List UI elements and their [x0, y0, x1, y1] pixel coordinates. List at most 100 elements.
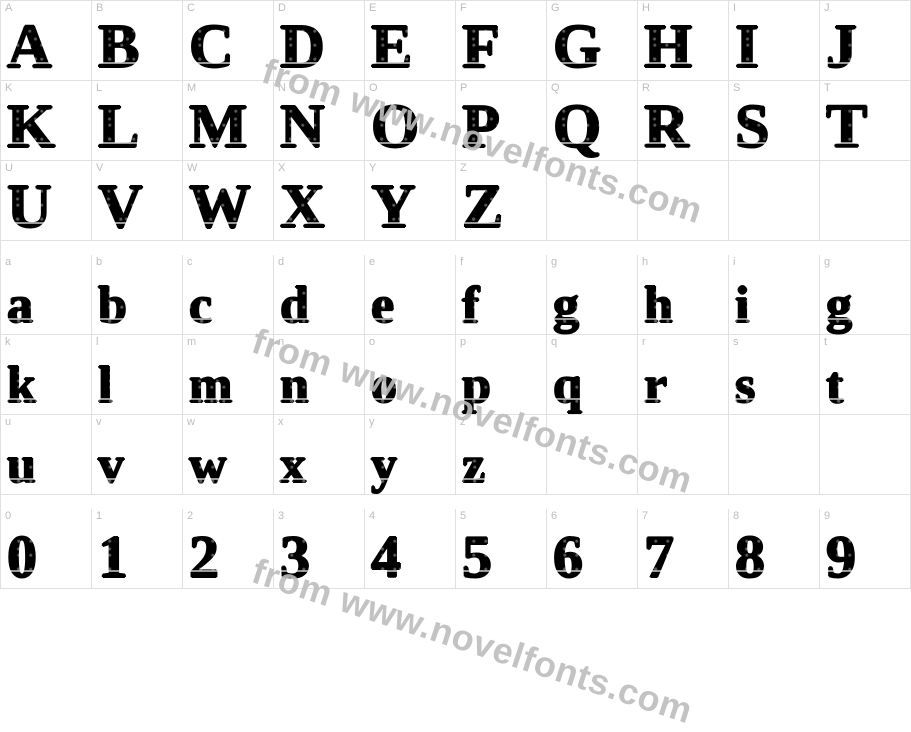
glyph: A: [7, 23, 52, 73]
glyph: B: [98, 23, 139, 73]
glyph-wrap: T: [824, 98, 908, 153]
glyph-wrap: Q: [551, 98, 635, 153]
glyph-cell: [638, 161, 729, 241]
glyph: 5: [462, 533, 492, 581]
cell-label: o: [369, 337, 453, 352]
glyph: I: [735, 23, 759, 73]
glyph-wrap: q: [551, 352, 635, 407]
glyph: L: [98, 103, 139, 153]
glyph: S: [735, 103, 769, 153]
glyph-wrap: 5: [460, 526, 544, 581]
glyph-cell: [820, 161, 911, 241]
glyph-wrap: O: [369, 98, 453, 153]
glyph: H: [644, 23, 692, 73]
glyph: x: [280, 445, 306, 487]
glyph-wrap: 4: [369, 526, 453, 581]
glyph-chart: AABBCCDDEEFFGGHHIIJJKKLLMMNNOOPPQQRRSSTT…: [0, 0, 911, 589]
glyph-cell: 55: [456, 509, 547, 589]
glyph: u: [7, 445, 36, 487]
glyph-wrap: B: [96, 18, 180, 73]
glyph-cell: 66: [547, 509, 638, 589]
glyph-wrap: Y: [369, 178, 453, 233]
glyph-cell: HH: [638, 1, 729, 81]
glyph: b: [98, 285, 127, 327]
section-gap: [1, 495, 911, 509]
cell-label: t: [824, 337, 908, 352]
glyph: P: [462, 103, 500, 153]
cell-label: w: [187, 417, 271, 432]
glyph-cell: OO: [365, 81, 456, 161]
cell-label: l: [96, 337, 180, 352]
glyph-cell: 88: [729, 509, 820, 589]
glyph-wrap: G: [551, 18, 635, 73]
glyph-cell: yy: [365, 415, 456, 495]
glyph-cell: ee: [365, 255, 456, 335]
glyph-cell: nn: [274, 335, 365, 415]
glyph-cell: BB: [92, 1, 183, 81]
glyph-cell: kk: [1, 335, 92, 415]
glyph-cell: PP: [456, 81, 547, 161]
glyph-wrap: [824, 167, 908, 222]
glyph-wrap: H: [642, 18, 726, 73]
glyph-cell: EE: [365, 1, 456, 81]
cell-label: i: [733, 257, 817, 272]
glyph-cell: ww: [183, 415, 274, 495]
glyph-wrap: y: [369, 432, 453, 487]
glyph-cell: rr: [638, 335, 729, 415]
glyph-wrap: A: [5, 18, 89, 73]
glyph: G: [553, 23, 601, 73]
glyph-cell: tt: [820, 335, 911, 415]
glyph-cell: LL: [92, 81, 183, 161]
glyph-cell: oo: [365, 335, 456, 415]
glyph-cell: mm: [183, 335, 274, 415]
glyph: T: [826, 103, 867, 153]
glyph-wrap: g: [551, 272, 635, 327]
cell-label: s: [733, 337, 817, 352]
glyph-wrap: u: [5, 432, 89, 487]
glyph: M: [189, 103, 248, 153]
glyph: 4: [371, 533, 401, 581]
glyph-wrap: t: [824, 352, 908, 407]
glyph-wrap: [824, 421, 908, 476]
glyph: z: [462, 445, 485, 487]
cell-label: d: [278, 257, 362, 272]
glyph-wrap: [642, 167, 726, 222]
glyph: w: [189, 445, 227, 487]
cell-label: b: [96, 257, 180, 272]
glyph-cell: WW: [183, 161, 274, 241]
cell-label: h: [642, 257, 726, 272]
cell-label: e: [369, 257, 453, 272]
glyph-cell: uu: [1, 415, 92, 495]
cell-label: y: [369, 417, 453, 432]
glyph: t: [826, 365, 843, 407]
glyph-cell: 11: [92, 509, 183, 589]
glyph-wrap: R: [642, 98, 726, 153]
glyph-wrap: 8: [733, 526, 817, 581]
glyph-wrap: m: [187, 352, 271, 407]
glyph-cell: [729, 161, 820, 241]
glyph: U: [7, 183, 52, 233]
glyph-wrap: N: [278, 98, 362, 153]
glyph-cell: ll: [92, 335, 183, 415]
glyph-wrap: 6: [551, 526, 635, 581]
glyph: 9: [826, 533, 856, 581]
glyph: n: [280, 365, 309, 407]
glyph-wrap: r: [642, 352, 726, 407]
cell-label: q: [551, 337, 635, 352]
glyph: s: [735, 365, 755, 407]
glyph-wrap: E: [369, 18, 453, 73]
cell-label: x: [278, 417, 362, 432]
glyph-wrap: s: [733, 352, 817, 407]
glyph-wrap: M: [187, 98, 271, 153]
glyph-wrap: a: [5, 272, 89, 327]
glyph-wrap: I: [733, 18, 817, 73]
glyph-cell: MM: [183, 81, 274, 161]
glyph: r: [644, 365, 667, 407]
glyph-cell: ss: [729, 335, 820, 415]
glyph-wrap: h: [642, 272, 726, 327]
glyph-cell: gg: [820, 255, 911, 335]
glyph-wrap: [642, 421, 726, 476]
glyph: d: [280, 285, 309, 327]
glyph-cell: XX: [274, 161, 365, 241]
glyph: l: [98, 365, 112, 407]
